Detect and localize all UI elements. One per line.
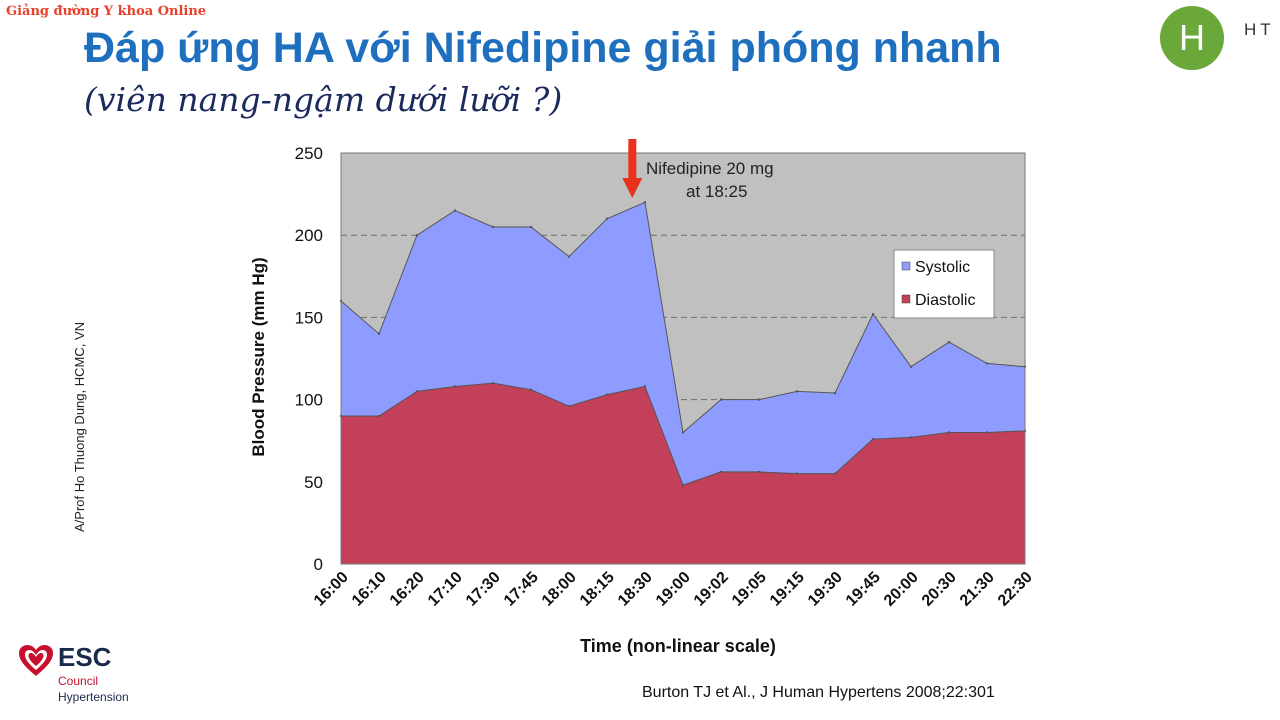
y-tick-0: 0 xyxy=(314,555,323,574)
point-diastolic-14 xyxy=(871,437,875,441)
x-tick-1620: 16:20 xyxy=(387,569,428,610)
point-systolic-8 xyxy=(643,201,647,204)
plot-layer: 0 50 100 150 200 250 16:0016:1016:2017:1017:30… xyxy=(295,139,1036,610)
x-tick-2130: 21:30 xyxy=(957,569,998,610)
point-diastolic-12 xyxy=(795,472,799,475)
point-diastolic-10 xyxy=(719,470,723,474)
heart-icon xyxy=(19,645,53,676)
esc-hypertension: Hypertension xyxy=(58,690,129,704)
point-systolic-3 xyxy=(453,209,457,212)
page-title: Đáp ứng HA với Nifedipine giải phóng nha… xyxy=(84,24,1002,72)
logo-circle: H xyxy=(1160,6,1224,70)
annotation-arrow-shaft xyxy=(628,139,637,181)
point-systolic-6 xyxy=(567,255,571,258)
point-systolic-10 xyxy=(719,398,723,401)
x-tick-1730: 17:30 xyxy=(463,569,504,610)
point-diastolic-6 xyxy=(567,404,571,408)
citation: Burton TJ et Al., J Human Hypertens 2008… xyxy=(642,684,995,701)
x-tick-2030: 20:30 xyxy=(919,569,960,610)
point-systolic-16 xyxy=(947,340,951,344)
x-tick-1902: 19:02 xyxy=(691,569,732,610)
annotation-arrow-head xyxy=(622,178,643,198)
point-systolic-17 xyxy=(985,362,989,365)
point-diastolic-15 xyxy=(909,436,913,439)
point-diastolic-9 xyxy=(681,483,685,487)
legend-box xyxy=(893,249,995,319)
chart-container: 0 50 100 150 200 250 16:00 16:10 16:20 17:10 17:30… xyxy=(238,126,1048,674)
y-tick-150: 150 xyxy=(295,308,323,327)
area-diastolic xyxy=(340,382,1026,565)
point-diastolic-8 xyxy=(643,385,647,388)
point-diastolic-4 xyxy=(491,381,495,385)
point-systolic-1 xyxy=(377,332,381,336)
point-diastolic-1 xyxy=(377,414,381,418)
point-systolic-2 xyxy=(415,234,419,237)
esc-logo: ESC Council Hypertension xyxy=(12,640,162,710)
legend: Systolic Diastolic xyxy=(893,249,995,319)
point-diastolic-2 xyxy=(415,390,419,393)
point-diastolic-3 xyxy=(453,385,457,388)
point-systolic-11 xyxy=(757,398,761,401)
legend-label-diastolic: Diastolic xyxy=(915,292,975,309)
legend-label-systolic: Systolic xyxy=(915,259,970,276)
x-tick-1900: 19:00 xyxy=(653,569,694,610)
esc-wordmark: ESC xyxy=(58,642,112,672)
x-tick-1710: 17:10 xyxy=(425,569,466,610)
annotation-line1: Nifedipine 20 mg xyxy=(646,159,774,178)
point-systolic-4 xyxy=(491,225,495,229)
legend-swatch-systolic xyxy=(901,261,911,271)
x-tick-1745: 17:45 xyxy=(501,569,542,610)
author-credit: A/Prof Ho Thuong Dung, HCMC, VN xyxy=(72,321,87,532)
point-diastolic-7 xyxy=(605,393,609,396)
x-tick-1830: 18:30 xyxy=(615,569,656,610)
point-diastolic-5 xyxy=(529,388,533,391)
y-tick-250: 250 xyxy=(295,144,323,163)
point-diastolic-17 xyxy=(985,431,989,434)
y-tick-200: 200 xyxy=(295,226,323,245)
y-axis-label: Blood Pressure (mm Hg) xyxy=(249,257,268,456)
point-systolic-9 xyxy=(681,431,685,434)
x-tick-1815: 18:15 xyxy=(577,569,618,610)
esc-council: Council xyxy=(58,674,99,688)
plot-frame xyxy=(340,152,1026,565)
y-tick-100: 100 xyxy=(295,391,323,410)
x-tick-2230: 22:30 xyxy=(995,569,1036,610)
point-systolic-7 xyxy=(605,217,609,220)
legend-swatch-diastolic xyxy=(901,294,911,304)
x-tick-1600: 16:00 xyxy=(311,569,352,610)
y-tick-50: 50 xyxy=(304,473,323,492)
x-tick-2000: 20:00 xyxy=(881,569,922,610)
x-tick-1930: 19:30 xyxy=(805,569,846,610)
logo-text: HT xyxy=(1244,20,1275,39)
point-systolic-12 xyxy=(795,390,799,393)
x-axis-label: Time (non-linear scale) xyxy=(580,636,776,656)
point-diastolic-11 xyxy=(757,470,761,474)
x-tick-1800: 18:00 xyxy=(539,569,580,610)
x-tick-1945: 19:45 xyxy=(843,569,884,610)
point-diastolic-16 xyxy=(947,431,951,434)
page-subtitle: (viên nang-ngậm dưới lưỡi ?) xyxy=(84,80,563,119)
bp-chart: 0 50 100 150 200 250 16:0016:1016:2017:1017:30… xyxy=(249,139,1036,656)
point-systolic-14 xyxy=(871,312,875,316)
watermark: Giảng đường Y khoa Online xyxy=(6,4,207,19)
annotation-line2: at 18:25 xyxy=(686,182,747,201)
point-diastolic-13 xyxy=(833,472,837,475)
x-tick-1915: 19:15 xyxy=(767,569,808,610)
point-systolic-5 xyxy=(529,225,533,229)
x-tick-1905: 19:05 xyxy=(729,569,770,610)
point-systolic-13 xyxy=(833,391,837,395)
point-systolic-15 xyxy=(909,365,913,368)
x-tick-1610: 16:10 xyxy=(349,569,390,610)
